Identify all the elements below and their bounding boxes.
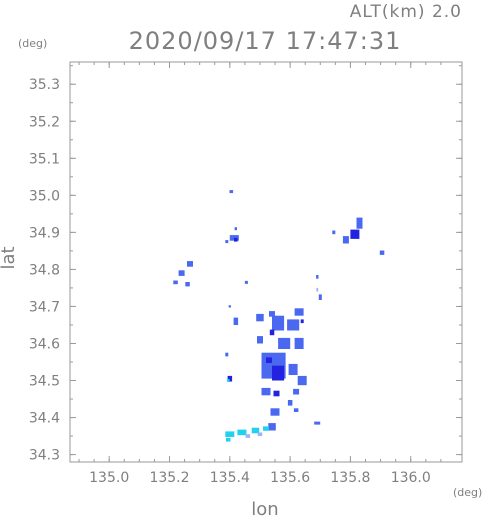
echo-cell-49 [263,426,269,431]
echo-cell-38 [273,390,280,397]
echo-cell-40 [270,408,280,416]
echo-cell-45 [268,423,276,431]
echo-cell-19 [233,317,239,325]
y-tick-label-0: 34.3 [29,448,60,464]
echo-cell-29 [278,337,291,349]
echo-cell-9 [244,280,248,284]
echo-cells [173,190,385,442]
y-tick-label-4: 34.7 [29,299,60,315]
x-tick-label-5: 136.0 [391,470,431,486]
echo-cell-21 [256,313,264,322]
echo-cell-42 [227,375,233,382]
echo-cell-39 [287,400,293,406]
echo-cell-4 [234,237,238,242]
x-tick-label-4: 135.8 [330,470,370,486]
x-tick-label-3: 135.6 [270,470,310,486]
chart-subtitle: ALT(km) 2.0 [350,2,462,22]
echo-cell-6 [178,270,185,276]
echo-cell-11 [350,229,360,239]
x-axis-ticks: 135.0 135.2 135.4 135.6 135.8 136.0 [78,62,442,486]
x-unit-label: (deg) [453,486,482,499]
echo-cell-13 [332,230,336,235]
echo-cell-36 [293,388,300,395]
y-tick-label-9: 35.2 [29,114,60,130]
echo-cell-10 [356,217,363,229]
plot-frame [69,61,463,463]
echo-cell-8 [185,282,190,287]
y-tick-label-1: 34.4 [29,411,60,427]
echo-cell-23 [272,315,285,331]
echo-cell-44 [314,421,321,425]
echo-cell-52 [257,432,263,437]
echo-cell-17 [316,287,319,292]
y-tick-label-7: 35.0 [29,188,60,204]
echo-cell-37 [261,387,271,396]
echo-cell-34 [288,363,298,375]
y-tick-label-3: 34.6 [29,336,60,352]
echo-cell-0 [229,190,234,194]
y-tick-label-10: 35.3 [29,77,60,93]
y-axis-ticks: 34.3 34.4 34.5 34.6 34.7 34.8 34.9 35.0 35.1 35.2… [29,65,462,464]
echo-cell-27 [300,319,304,324]
echo-cell-2 [225,240,229,244]
echo-cell-15 [316,275,319,279]
echo-cell-50 [226,437,231,442]
echo-cell-24 [269,329,275,336]
echo-cell-5 [187,261,193,267]
echo-cell-16 [318,294,322,300]
x-tick-label-1: 135.2 [149,470,189,486]
echo-cell-48 [251,427,260,434]
echo-cell-51 [245,434,251,438]
y-axis-label: lat [0,246,19,269]
x-axis-label: lon [251,499,278,520]
echo-cell-20 [225,352,229,357]
echo-cell-30 [294,337,304,349]
echo-cell-25 [294,308,304,316]
x-tick-label-2: 135.4 [210,470,250,486]
chart-title: 2020/09/17 17:47:31 [129,27,402,55]
echo-cell-47 [237,429,247,436]
x-tick-label-0: 135.0 [89,470,129,486]
y-tick-label-8: 35.1 [29,151,60,167]
echo-cell-1 [234,227,237,231]
echo-cell-46 [225,431,235,437]
echo-cell-41 [293,408,299,412]
echo-cell-7 [173,280,178,285]
y-tick-label-6: 34.9 [29,225,60,241]
y-unit-label: (deg) [18,37,47,50]
y-tick-label-2: 34.5 [29,374,60,390]
echo-cell-28 [257,336,263,344]
echo-cell-26 [287,319,300,331]
echo-cell-43 [227,379,230,382]
echo-cell-14 [379,250,385,255]
echo-cell-35 [297,375,307,386]
y-tick-label-5: 34.8 [29,262,60,278]
echo-cell-18 [228,305,231,308]
echo-cell-33 [266,357,272,363]
echo-cell-22 [269,311,275,317]
echo-cell-32 [272,365,285,381]
echo-cell-12 [342,236,349,244]
